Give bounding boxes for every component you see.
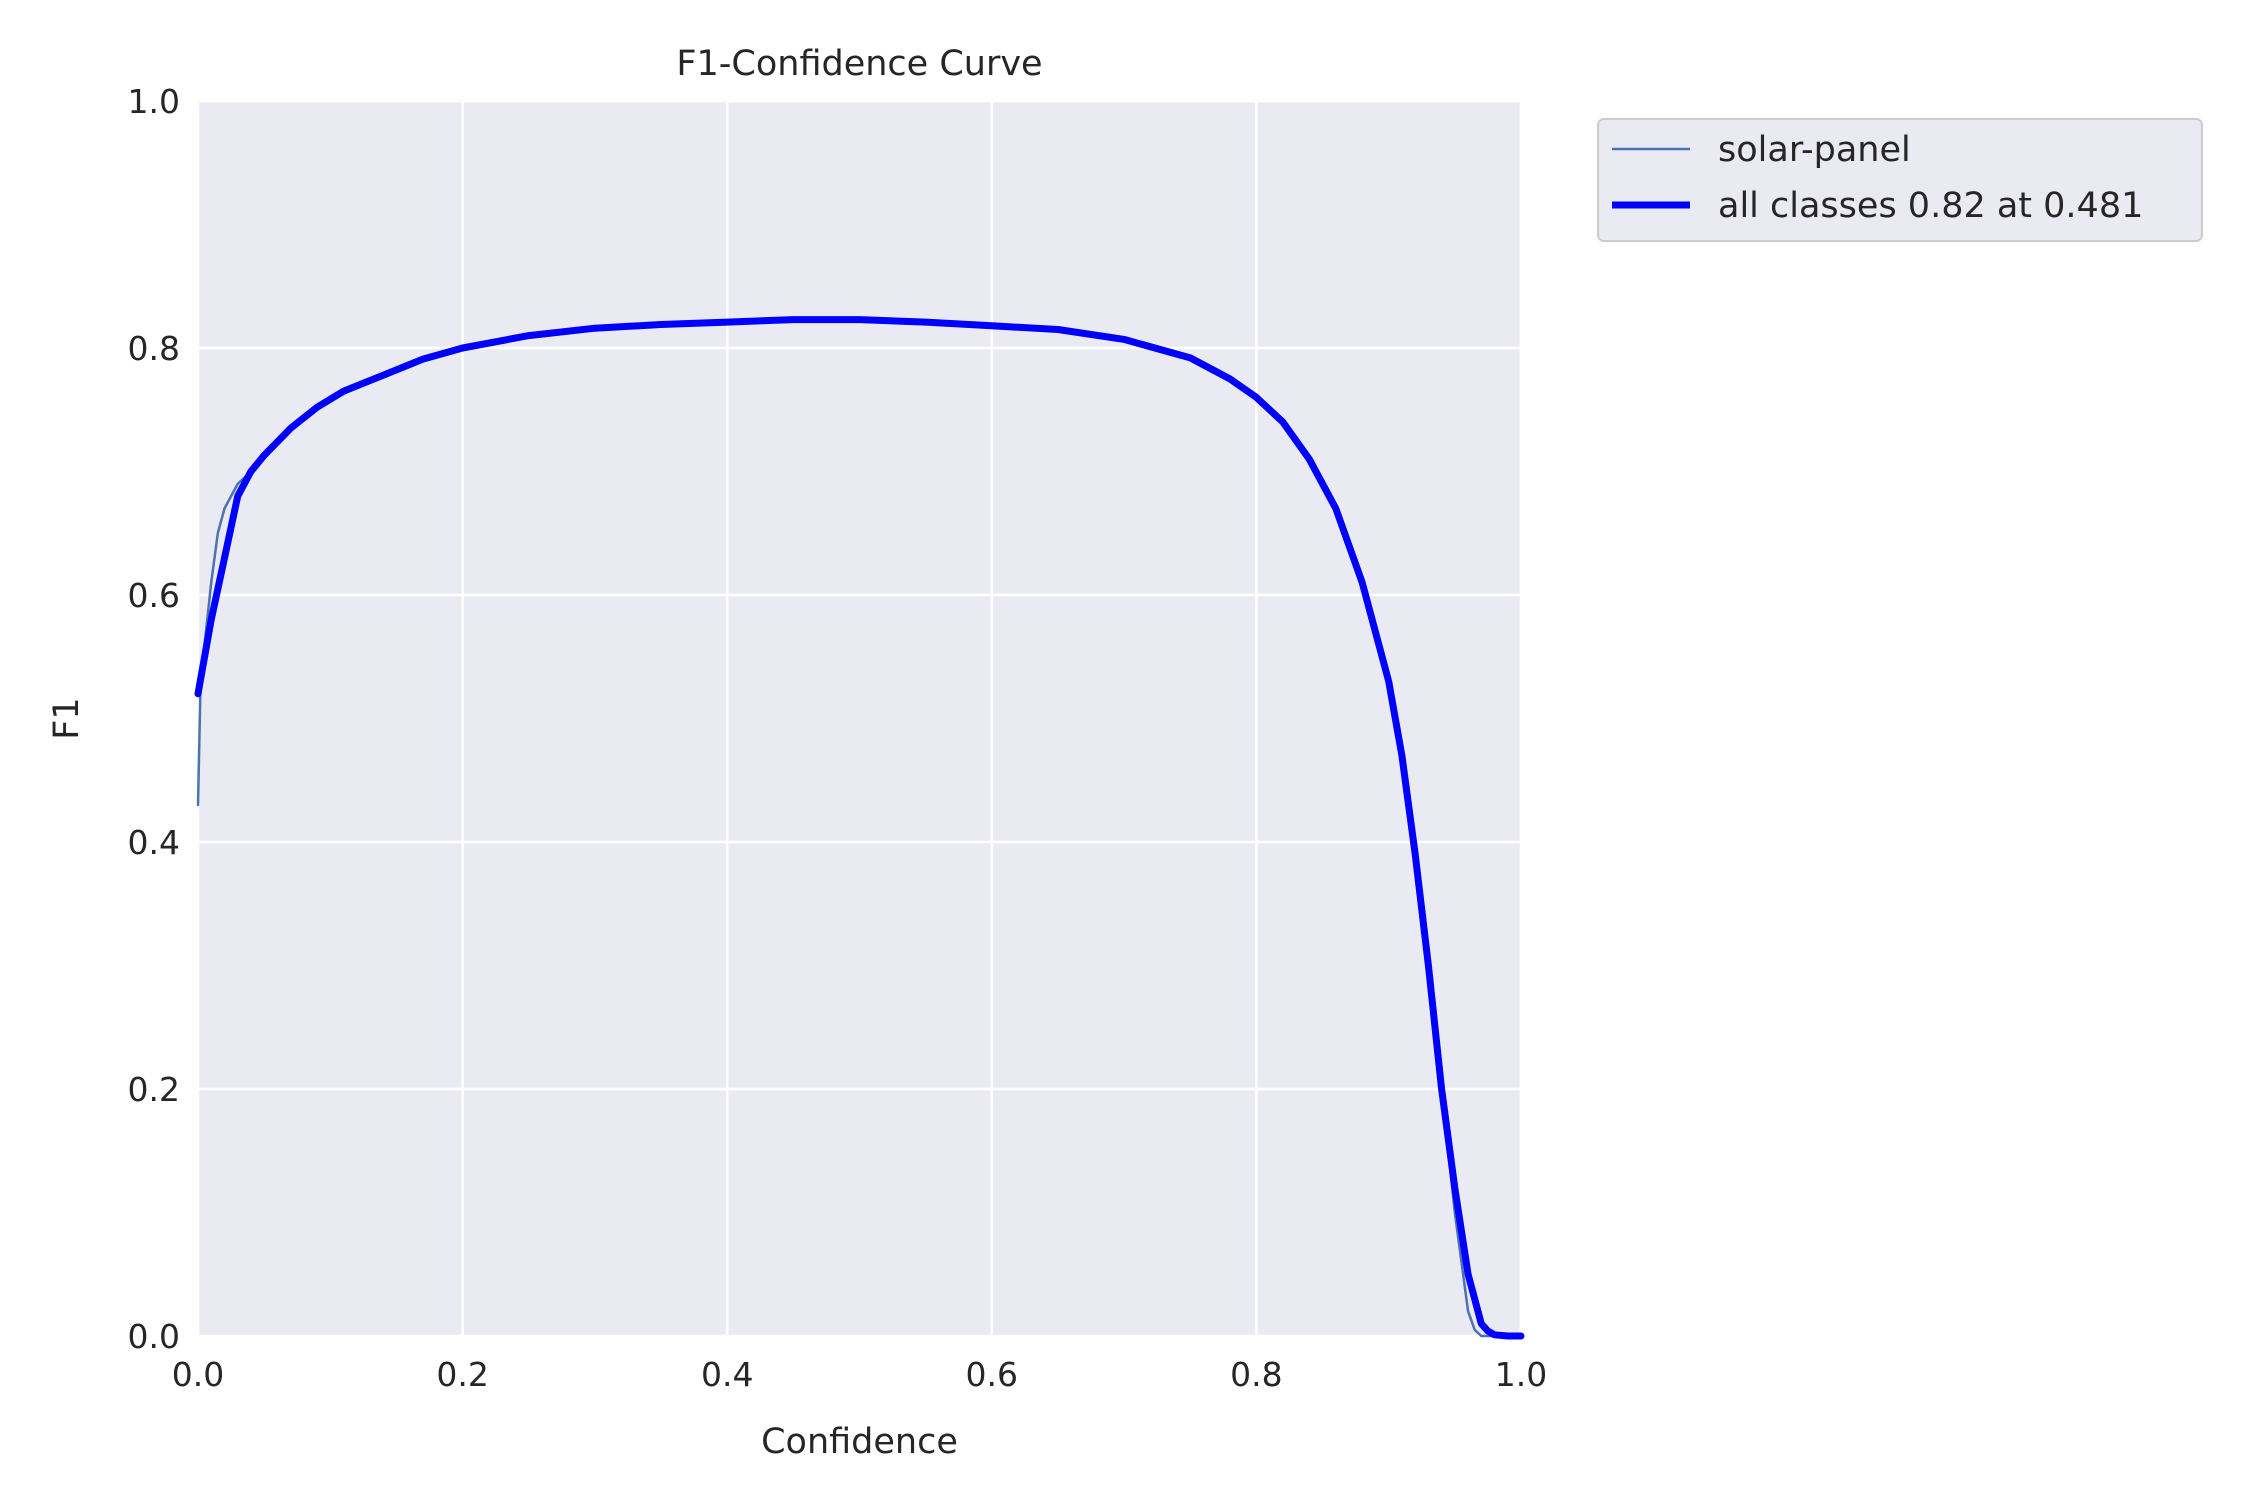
legend-box: [1597, 118, 2203, 242]
y-tick-label: 0.6: [128, 576, 180, 615]
legend-label-solar-panel: solar-panel: [1718, 130, 1911, 170]
y-tick-label: 0.8: [128, 329, 180, 368]
chart-title: F1-Confidence Curve: [676, 44, 1042, 84]
x-axis-label: Confidence: [761, 1422, 958, 1462]
y-tick-label: 1.0: [128, 82, 180, 121]
tick-labels: 0.0 0.2 0.4 0.6 0.8 1.0 0.0 0.2 0.4 0.6 0.8 1.0: [128, 82, 1548, 1394]
x-tick-label: 1.0: [1495, 1355, 1547, 1394]
legend-label-all-classes: all classes 0.82 at 0.481: [1718, 186, 2143, 226]
x-tick-label: 0.6: [966, 1355, 1018, 1394]
plot-area: [198, 101, 1521, 1336]
x-tick-label: 0.4: [701, 1355, 753, 1394]
y-tick-label: 0.0: [128, 1317, 180, 1356]
legend: solar-panel all classes 0.82 at 0.481: [1597, 118, 2203, 242]
series-line-all-classes: [194, 316, 1525, 1340]
x-tick-label: 0.2: [436, 1355, 488, 1394]
x-tick-label: 0.8: [1230, 1355, 1282, 1394]
grid-lines: [196, 99, 1523, 1338]
y-tick-label: 0.2: [128, 1070, 180, 1109]
x-tick-label: 0.0: [172, 1355, 224, 1394]
y-axis-label: F1: [47, 697, 87, 739]
series-lines: [194, 316, 1525, 1340]
y-tick-label: 0.4: [128, 823, 180, 862]
